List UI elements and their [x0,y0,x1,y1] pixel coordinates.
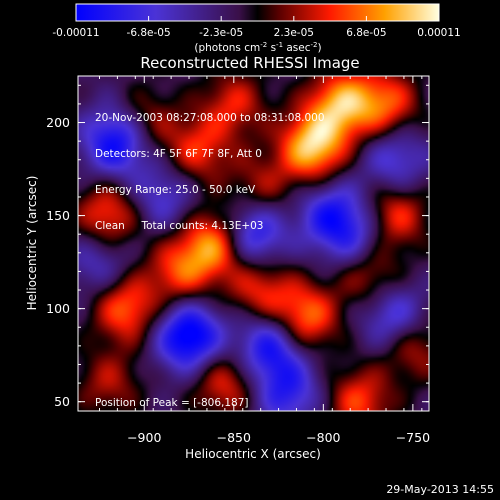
footer-timestamp: 29-May-2013 14:55 [386,483,494,496]
plot-frame [77,75,430,412]
y-tick-label: 50 [54,394,70,409]
colorbar-ticks: -0.00011 -6.8e-05 -2.3e-05 2.3e-05 6.8e-05 0.… [52,16,461,39]
x-axis-label: Heliocentric X (arcsec) [185,447,321,461]
colorbar-tick-label: 2.3e-05 [274,27,314,39]
colorbar-tick-label: 0.00011 [417,27,460,39]
colorbar-tick-label: -0.00011 [52,27,99,39]
info-detectors: Detectors: 4F 5F 6F 7F 8F, Att 0 [95,148,262,160]
info-energy-range: Energy Range: 25.0 - 50.0 keV [95,184,256,196]
heatmap-image [78,76,429,411]
colorbar-unit: (photons cm-2 s-1 asec-2) [194,41,321,54]
x-tick-label: −750 [396,430,430,445]
x-tick-label: −850 [217,430,251,445]
y-axis-label: Heliocentric Y (arcsec) [25,176,39,311]
y-tick-label: 150 [46,208,70,223]
y-tick-label: 200 [46,115,70,130]
x-tick-label: −800 [306,430,340,445]
colorbar-tick-label: -6.8e-05 [127,27,171,39]
info-time-range: 20-Nov-2003 08:27:08.000 to 08:31:08.000 [95,112,325,124]
colorbar [75,3,440,22]
peak-position-label: Position of Peak = [-806,187] [95,397,249,409]
y-tick-label: 100 [46,301,70,316]
chart-title: Reconstructed RHESSI Image [140,54,359,72]
info-total-counts: Clean Total counts: 4.13E+03 [95,220,264,232]
colorbar-tick-label: 6.8e-05 [346,27,386,39]
axis-ticks: −900 −850 −800 −750 50 100 150 200 [46,76,430,445]
observation-info: 20-Nov-2003 08:27:08.000 to 08:31:08.000… [95,88,325,244]
colorbar-tick-label: -2.3e-05 [199,27,243,39]
x-tick-label: −900 [127,430,161,445]
